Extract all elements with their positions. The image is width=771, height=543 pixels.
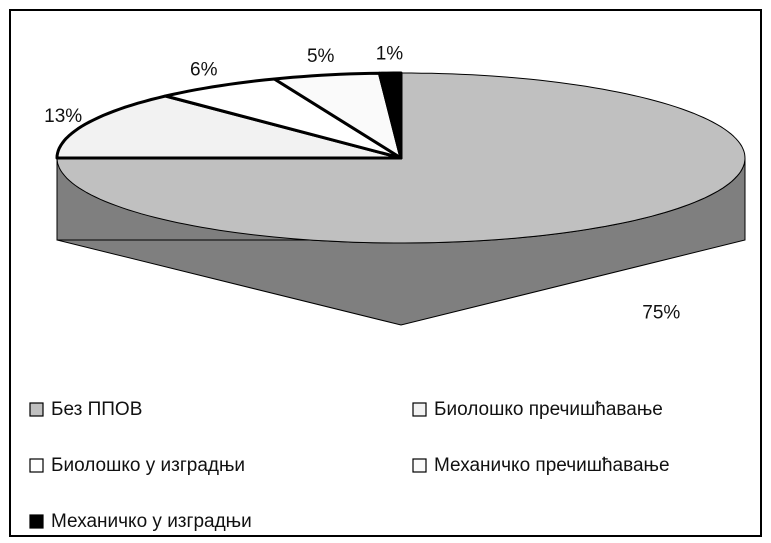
legend-label: Механичко пречишћавање	[434, 455, 670, 476]
data-label: 1%	[376, 43, 404, 64]
legend-label: Механичко у изградњи	[51, 511, 252, 532]
pie-slice	[272, 71, 403, 160]
data-label: 13%	[44, 106, 82, 127]
legend-swatch	[29, 514, 44, 529]
pie-slice	[377, 71, 403, 160]
pie-slice	[164, 77, 403, 160]
legend-swatch	[412, 458, 427, 473]
data-label: 6%	[190, 59, 218, 80]
legend-label: Без ППОВ	[51, 399, 142, 420]
legend-swatch	[412, 402, 427, 417]
legend-swatch	[29, 458, 44, 473]
legend-label: Биолошко пречишћавање	[434, 399, 663, 420]
data-label: 75%	[642, 302, 680, 323]
data-label: 5%	[307, 46, 335, 67]
legend-swatch	[29, 402, 44, 417]
pie-slice	[55, 94, 403, 160]
legend-label: Биолошко у изградњи	[51, 455, 245, 476]
